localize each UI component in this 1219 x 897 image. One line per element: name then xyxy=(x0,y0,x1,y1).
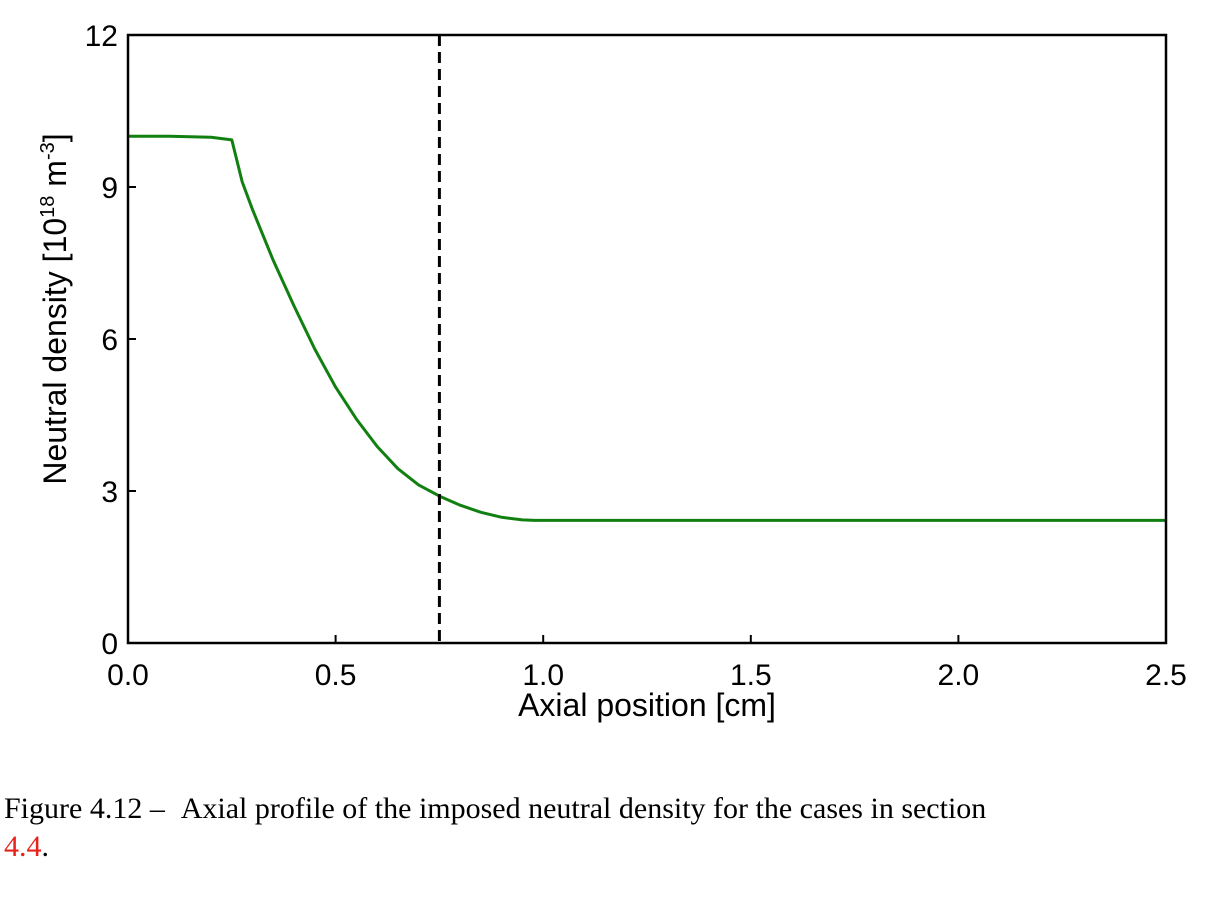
caption-text: Axial profile of the imposed neutral den… xyxy=(180,792,987,825)
y-tick-label: 0 xyxy=(101,628,118,661)
y-tick-label: 9 xyxy=(101,172,118,205)
x-tick-label: 0.5 xyxy=(315,659,357,692)
y-tick-label: 12 xyxy=(85,20,118,53)
y-tick-label: 3 xyxy=(101,476,118,509)
figure-caption: Figure 4.12 – Axial profile of the impos… xyxy=(4,790,1219,866)
caption-section-link[interactable]: 4.4 xyxy=(4,830,42,863)
x-tick-label: 2.5 xyxy=(1145,659,1187,692)
y-axis-ticks: 0 3 6 9 12 xyxy=(85,20,136,661)
plot-marks xyxy=(128,35,1166,643)
x-tick-label: 1.0 xyxy=(522,659,564,692)
caption-suffix: . xyxy=(41,830,50,863)
x-axis-ticks: 0.0 0.5 1.0 1.5 2.0 2.5 xyxy=(107,635,1187,692)
y-tick-label: 6 xyxy=(101,324,118,357)
y-axis-label-main: Neutral density [10 xyxy=(37,218,73,485)
x-tick-label: 0.0 xyxy=(107,659,149,692)
neutral-density-chart: 0.0 0.5 1.0 1.5 2.0 2.5 0 3 6 9 12 Axial position… xyxy=(37,20,1187,723)
y-axis-label-unit-exponent: -3 xyxy=(37,142,59,160)
y-axis-label-unit: m xyxy=(37,160,73,196)
y-axis-label: Neutral density [1018 m-3] xyxy=(37,133,73,484)
x-tick-label: 1.5 xyxy=(730,659,772,692)
plot-frame xyxy=(126,33,1168,645)
y-axis-label-close: ] xyxy=(37,133,73,142)
caption-prefix: Figure 4.12 – xyxy=(4,792,165,825)
x-tick-label: 2.0 xyxy=(938,659,980,692)
density-profile-line xyxy=(128,134,1166,522)
x-axis-label: Axial position [cm] xyxy=(518,687,776,723)
y-axis-label-exponent: 18 xyxy=(37,196,59,218)
